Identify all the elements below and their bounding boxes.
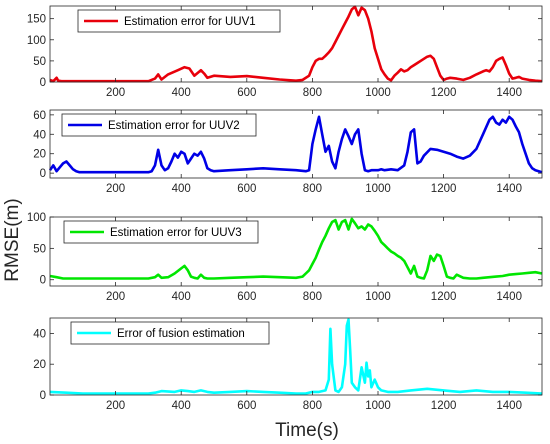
legend-box <box>61 113 257 137</box>
x-tick-label: 400 <box>172 183 191 195</box>
y-tick-label: 40 <box>33 129 46 141</box>
x-tick-label: 600 <box>237 400 256 412</box>
y-tick-label: 50 <box>33 243 46 255</box>
y-tick-label: 100 <box>27 212 46 224</box>
series-line-1 <box>49 217 543 280</box>
x-tick-label: 400 <box>172 87 191 99</box>
legend-box <box>63 220 259 244</box>
axes-box <box>49 216 543 287</box>
legend: Estimation error for UUV2 <box>61 113 257 137</box>
x-tick-label: 400 <box>172 400 191 412</box>
series-line-1 <box>48 115 543 174</box>
chart-panel-2: 200 400 600 800 1000 1200 1400 0 20 40 60 Estimatio… <box>33 109 543 195</box>
legend: Estimation error for UUV1 <box>77 9 281 33</box>
x-tick-label: 1400 <box>496 87 522 99</box>
y-tick-label: 50 <box>33 56 46 68</box>
x-tick-label: 1400 <box>496 183 522 195</box>
x-tick-label: 1400 <box>496 400 522 412</box>
x-tick-label: 200 <box>106 291 125 303</box>
chart-panel-4: 200 400 600 800 1000 1200 1400 0 20 40 Error of fu… <box>33 317 543 412</box>
x-tick-label: 200 <box>106 400 125 412</box>
x-tick-label: 600 <box>237 291 256 303</box>
x-tick-label: 1000 <box>365 291 391 303</box>
x-tick-label: 800 <box>303 291 322 303</box>
y-tick-label: 0 <box>40 275 46 287</box>
x-tick-label: 200 <box>106 87 125 99</box>
y-tick-label: 20 <box>33 359 46 371</box>
y-tick-label: 20 <box>33 149 46 161</box>
legend-label: Error of fusion estimation <box>117 328 245 340</box>
x-tick-label: 1200 <box>431 291 457 303</box>
chart-panel-3: 200 400 600 800 1000 1200 1400 0 50 100 Estimation… <box>27 212 543 303</box>
x-tick-label: 400 <box>172 291 191 303</box>
x-tick-label: 800 <box>303 400 322 412</box>
y-tick-label: 150 <box>27 14 46 26</box>
axes-box <box>49 109 543 179</box>
legend: Estimation error for UUV3 <box>63 220 259 244</box>
x-tick-label: 1000 <box>365 87 391 99</box>
axes-box <box>49 317 543 396</box>
legend-label: Estimation error for UUV1 <box>124 16 256 28</box>
y-tick-label: 0 <box>40 390 46 402</box>
chart-panel-1: 200 400 600 800 1000 1200 1400 0 50 100 150 Estimat… <box>27 5 543 99</box>
axes-box <box>49 5 543 83</box>
x-tick-label: 800 <box>303 183 322 195</box>
y-tick-label: 100 <box>27 35 46 47</box>
x-tick-label: 1200 <box>431 183 457 195</box>
y-tick-label: 0 <box>40 168 46 180</box>
x-tick-label: 1000 <box>365 400 391 412</box>
y-tick-label: 60 <box>33 110 46 122</box>
legend-box <box>70 321 270 345</box>
series-line-1 <box>49 5 543 83</box>
x-tick-label: 600 <box>237 87 256 99</box>
legend-label: Estimation error for UUV3 <box>110 227 242 239</box>
x-tick-label: 800 <box>303 87 322 99</box>
x-tick-label: 1400 <box>496 291 522 303</box>
x-tick-label: 1200 <box>431 400 457 412</box>
y-tick-label: 40 <box>33 328 46 340</box>
x-tick-label: 1200 <box>431 87 457 99</box>
legend-box <box>77 9 281 33</box>
y-tick-label: 0 <box>40 77 46 89</box>
x-axis-label: Time(s) <box>275 420 339 441</box>
legend: Error of fusion estimation <box>70 321 270 345</box>
x-tick-label: 600 <box>237 183 256 195</box>
series-line-1 <box>49 318 543 395</box>
x-tick-label: 1000 <box>365 183 391 195</box>
legend-label: Estimation error for UUV2 <box>108 120 240 132</box>
x-tick-label: 200 <box>106 183 125 195</box>
y-axis-label: RMSE(m) <box>2 198 23 281</box>
